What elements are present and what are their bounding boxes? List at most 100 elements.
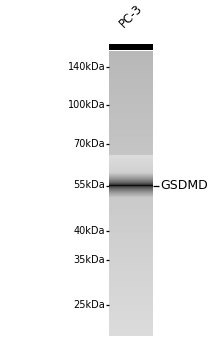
Bar	[109, 233, 153, 234]
Bar	[109, 44, 153, 50]
Bar	[109, 124, 153, 125]
Bar	[109, 276, 153, 277]
Bar	[109, 293, 153, 294]
Bar	[109, 299, 153, 300]
Bar	[109, 286, 153, 287]
Bar	[109, 157, 153, 158]
Bar	[109, 162, 153, 163]
Text: 140kDa: 140kDa	[68, 62, 105, 71]
Bar	[109, 129, 153, 130]
Bar	[109, 107, 153, 108]
Bar	[109, 260, 153, 261]
Bar	[109, 72, 153, 74]
Bar	[109, 308, 153, 309]
Bar	[109, 319, 153, 320]
Bar	[109, 148, 153, 149]
Bar	[109, 71, 153, 72]
Bar	[109, 79, 153, 80]
Bar	[109, 275, 153, 276]
Bar	[109, 60, 153, 61]
Bar	[109, 112, 153, 113]
Bar	[109, 168, 153, 169]
Bar	[109, 146, 153, 147]
Bar	[109, 176, 153, 177]
Bar	[109, 279, 153, 280]
Bar	[109, 261, 153, 262]
Bar	[109, 159, 153, 160]
Bar	[109, 118, 153, 119]
Bar	[109, 256, 153, 257]
Bar	[109, 294, 153, 295]
Bar	[109, 51, 153, 52]
Bar	[109, 166, 153, 167]
Bar	[109, 90, 153, 91]
Bar	[109, 199, 153, 200]
Bar	[109, 65, 153, 66]
Bar	[109, 87, 153, 88]
Bar	[109, 245, 153, 246]
Bar	[109, 191, 153, 193]
Bar	[109, 328, 153, 329]
Bar	[109, 206, 153, 207]
Bar	[109, 184, 153, 185]
Bar	[109, 270, 153, 271]
Bar	[109, 278, 153, 279]
Bar	[109, 76, 153, 77]
Bar	[109, 131, 153, 132]
Bar	[109, 300, 153, 301]
Bar	[109, 330, 153, 331]
Bar	[109, 196, 153, 197]
Bar	[109, 284, 153, 285]
Bar	[109, 264, 153, 265]
Bar	[109, 296, 153, 297]
Bar	[109, 281, 153, 282]
Bar	[109, 316, 153, 317]
Bar	[109, 268, 153, 270]
Bar	[109, 215, 153, 216]
Bar	[109, 86, 153, 87]
Bar	[109, 102, 153, 103]
Bar	[109, 78, 153, 79]
Bar	[109, 209, 153, 210]
Bar	[109, 253, 153, 254]
Bar	[109, 265, 153, 266]
Bar	[109, 152, 153, 153]
Bar	[109, 133, 153, 134]
Text: 25kDa: 25kDa	[73, 300, 105, 309]
Bar	[109, 334, 153, 335]
Bar	[109, 320, 153, 321]
Bar	[109, 258, 153, 259]
Bar	[109, 297, 153, 298]
Bar	[109, 307, 153, 308]
Bar	[109, 252, 153, 253]
Bar	[109, 243, 153, 244]
Bar	[109, 142, 153, 143]
Bar	[109, 290, 153, 291]
Bar	[109, 75, 153, 76]
Bar	[109, 231, 153, 232]
Bar	[109, 236, 153, 237]
Bar	[109, 59, 153, 60]
Text: PC-3: PC-3	[117, 1, 145, 30]
Bar	[109, 315, 153, 316]
Bar	[109, 271, 153, 272]
Bar	[109, 321, 153, 322]
Bar	[109, 144, 153, 145]
Bar	[109, 64, 153, 65]
Bar	[109, 291, 153, 292]
Bar	[109, 88, 153, 89]
Bar	[109, 298, 153, 299]
Bar	[109, 156, 153, 157]
Bar	[109, 225, 153, 226]
Bar	[109, 100, 153, 101]
Bar	[109, 312, 153, 313]
Bar	[109, 77, 153, 78]
Bar	[109, 141, 153, 142]
Bar	[109, 203, 153, 204]
Text: GSDMD: GSDMD	[160, 179, 208, 192]
Bar	[109, 194, 153, 195]
Bar	[109, 200, 153, 201]
Bar	[109, 161, 153, 162]
Bar	[109, 158, 153, 159]
Bar	[109, 326, 153, 327]
